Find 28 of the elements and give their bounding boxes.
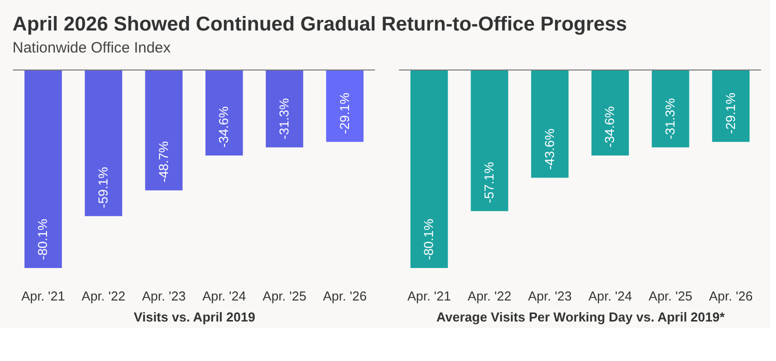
data-label: -34.6% (216, 106, 232, 148)
data-label: -80.1% (35, 218, 50, 260)
x-axis-title: Average Visits Per Working Day vs. April 2019* (436, 310, 726, 324)
x-tick-label: Apr. '25 (648, 288, 692, 304)
data-label: -31.3% (662, 98, 678, 140)
chart-title: April 2026 Showed Continued Gradual Return-to-Office Progress (12, 14, 628, 36)
x-tick-label: Apr. '23 (528, 288, 572, 304)
x-tick-label: Apr. '24 (202, 288, 246, 304)
chart-subtitle: Nationwide Office Index (12, 40, 172, 56)
x-tick-label: Apr. '24 (588, 288, 632, 304)
x-tick-label: Apr. '22 (82, 288, 126, 304)
data-label: -59.1% (96, 166, 110, 208)
data-label: -34.6% (602, 106, 618, 148)
data-label: -48.7% (156, 140, 171, 182)
x-tick-label: Apr. '21 (21, 288, 66, 304)
data-label: -29.1% (336, 92, 352, 134)
data-label: -29.1% (722, 92, 738, 134)
x-tick-label: Apr. '25 (262, 288, 306, 304)
x-tick-label: Apr. '23 (142, 288, 186, 304)
data-label: -57.1% (482, 162, 496, 204)
x-tick-label: Apr. '21 (407, 288, 452, 304)
data-label: -80.1% (421, 218, 436, 260)
x-axis-title: Visits vs. April 2019 (134, 310, 256, 324)
x-tick-label: Apr. '22 (468, 288, 512, 304)
data-label: -31.3% (276, 98, 292, 140)
x-tick-label: Apr. '26 (322, 288, 367, 304)
data-label: -43.6% (542, 128, 557, 170)
x-tick-label: Apr. '26 (708, 288, 753, 304)
